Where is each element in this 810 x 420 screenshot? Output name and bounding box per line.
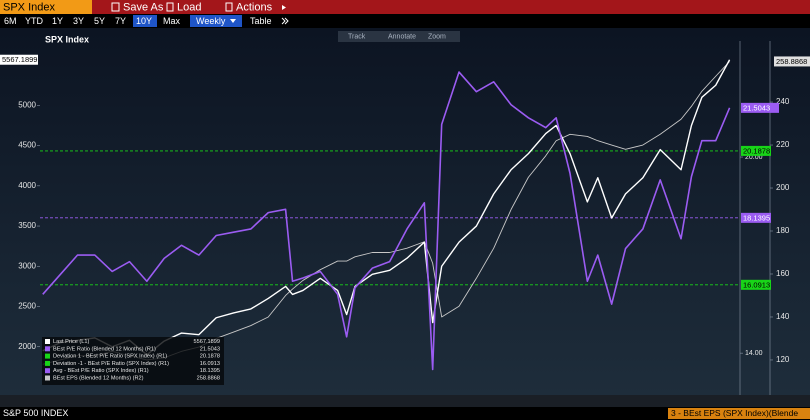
icon xyxy=(166,2,174,12)
range-button[interactable]: 1Y xyxy=(52,16,63,26)
legend-value: 18.1395 xyxy=(200,368,220,374)
icon xyxy=(282,5,286,10)
value-tag: 5567.1899 xyxy=(2,55,37,64)
y-tick-label: 4000 xyxy=(18,181,36,190)
legend-label: Last Price (L1) xyxy=(53,339,90,345)
y3-tick-label: 220 xyxy=(776,140,790,149)
chart-area xyxy=(0,28,810,395)
legend-swatch xyxy=(45,368,50,374)
y3-tick-label: 180 xyxy=(776,226,790,235)
y-tick-label: 3000 xyxy=(18,261,36,270)
icon xyxy=(111,2,120,12)
range-button[interactable]: 10Y xyxy=(136,16,152,26)
toolbar xyxy=(0,0,810,14)
toolbar-button[interactable]: Save As xyxy=(123,1,164,13)
y-tick-label: 2000 xyxy=(18,342,36,351)
y-tick-label: 3500 xyxy=(18,221,36,230)
y3-tick-label: 120 xyxy=(776,355,790,364)
range-button[interactable]: 6M xyxy=(4,16,17,26)
legend-label: BEst P/E Ratio (Blended 12 Months) (R1) xyxy=(53,346,156,352)
legend-label: Deviation 1 - BEst P/E Ratio (SPX Index)… xyxy=(53,354,167,360)
value-tag-box xyxy=(741,279,771,290)
legend-swatch xyxy=(45,360,50,366)
y3-tick-label: 200 xyxy=(776,183,790,192)
value-tag-box xyxy=(741,212,771,223)
y3-tick-label: 140 xyxy=(776,312,790,321)
legend-value: 5567.1899 xyxy=(194,339,220,345)
chart-tool[interactable]: Zoom xyxy=(428,33,446,40)
y3-tick-label: 240 xyxy=(776,97,790,106)
legend-value: 20.1878 xyxy=(200,354,220,360)
ticker[interactable]: SPX Index xyxy=(3,1,55,13)
table-button[interactable]: Table xyxy=(250,16,272,26)
series-line xyxy=(42,71,731,371)
footer-tag xyxy=(668,408,810,419)
range-button[interactable]: 3Y xyxy=(73,16,84,26)
legend-swatch xyxy=(45,339,50,344)
range-button[interactable]: Max xyxy=(163,16,181,26)
range-button[interactable]: 7Y xyxy=(115,16,126,26)
value-tag: 21.5043 xyxy=(743,103,770,112)
y-tick-label: 4500 xyxy=(18,141,36,150)
legend-swatch xyxy=(45,353,50,359)
value-tag-box xyxy=(741,102,779,113)
frequency[interactable]: Weekly xyxy=(196,16,226,26)
toolbar-button[interactable]: Load xyxy=(177,1,201,13)
dropdown-arrow xyxy=(230,19,236,23)
range-button[interactable]: 5Y xyxy=(94,16,105,26)
legend-label: Deviation -1 - BEst P/E Ratio (SPX Index… xyxy=(53,361,169,367)
legend-label: BEst EPS (Blended 12 Months) (R2) xyxy=(53,375,144,381)
y2-tick-label: 14.00 xyxy=(745,350,763,357)
y3-tick-label: 160 xyxy=(776,269,790,278)
y-tick-label: 5000 xyxy=(18,100,36,109)
footer xyxy=(0,407,810,420)
chart-title: SPX Index xyxy=(45,34,89,44)
legend-value: 16.0913 xyxy=(200,361,220,367)
ticker-box[interactable] xyxy=(0,0,92,14)
toolbar-button[interactable]: Actions xyxy=(236,1,273,13)
value-tag-box xyxy=(741,145,771,156)
legend-label: Avg - BEst P/E Ratio (SPX Index) (R1) xyxy=(53,368,149,374)
footer-right: 3 - BEst EPS (SPX Index)(Blende xyxy=(671,408,798,418)
frequency-box xyxy=(190,15,242,27)
range-selected xyxy=(133,15,157,27)
y2-tick-label: 20.00 xyxy=(745,154,763,161)
value-tag: 18.1395 xyxy=(743,213,770,222)
chart-tool[interactable]: Track xyxy=(348,33,366,40)
more-icon xyxy=(281,17,289,25)
value-tag-box xyxy=(774,56,810,67)
value-tag: 20.1878 xyxy=(743,146,770,155)
icon xyxy=(225,2,233,12)
value-tag-box xyxy=(0,54,38,65)
chart-tools xyxy=(338,31,460,42)
legend-value: 258.8868 xyxy=(197,375,220,381)
legend-box xyxy=(42,337,224,385)
value-tag: 258.8868 xyxy=(776,57,807,66)
y-tick-label: 2500 xyxy=(18,302,36,311)
legend-value: 21.5043 xyxy=(200,346,220,352)
chart-tool[interactable]: Annotate xyxy=(388,33,416,40)
legend-swatch xyxy=(45,346,50,352)
footer-left: S&P 500 INDEX xyxy=(3,408,68,418)
legend-swatch xyxy=(45,375,50,381)
value-tag: 16.0913 xyxy=(743,280,770,289)
range-button[interactable]: YTD xyxy=(25,16,44,26)
x-axis-band xyxy=(0,395,810,407)
